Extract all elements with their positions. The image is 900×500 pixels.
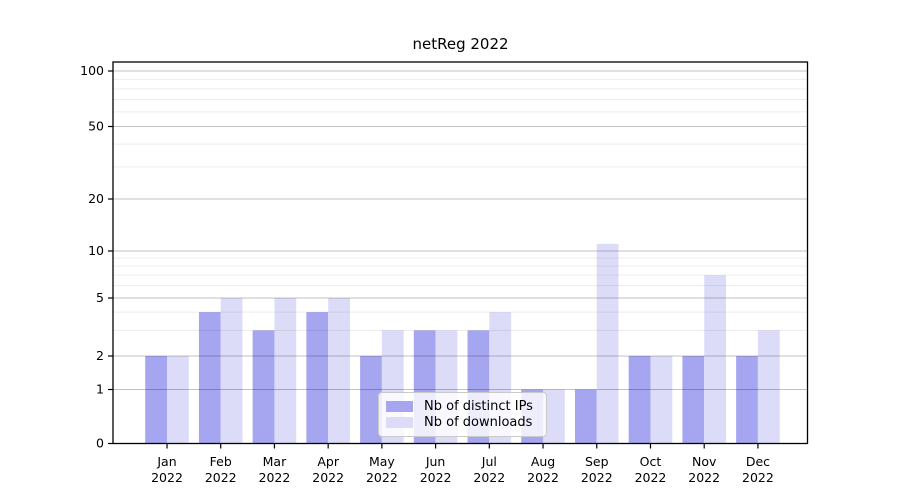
y-tick-label-1: 1 bbox=[96, 382, 104, 397]
legend-swatch-downloads bbox=[386, 417, 413, 429]
bar-downloads-nov bbox=[704, 275, 726, 444]
bar-downloads-mar bbox=[274, 298, 297, 444]
bar-distinct-ips-jan bbox=[145, 356, 167, 444]
bar-distinct-ips-dec bbox=[736, 356, 758, 444]
y-tick-label-50: 50 bbox=[88, 119, 104, 134]
legend-label-distinct-ips: Nb of distinct IPs bbox=[424, 398, 533, 414]
bar-downloads-oct bbox=[650, 356, 673, 444]
x-tick-label-year-sep: 2022 bbox=[581, 470, 613, 485]
y-tick-label-20: 20 bbox=[88, 191, 104, 206]
bar-distinct-ips-sep bbox=[574, 389, 597, 444]
bar-distinct-ips-nov bbox=[682, 356, 705, 444]
y-tick-label-0: 0 bbox=[96, 436, 104, 451]
bar-downloads-apr bbox=[328, 298, 350, 444]
bar-downloads-jan bbox=[167, 356, 189, 444]
legend-label-downloads: Nb of downloads bbox=[424, 415, 533, 431]
x-tick-label-month-mar: Mar bbox=[263, 454, 287, 469]
y-tick-label-2: 2 bbox=[96, 348, 104, 363]
x-tick-label-month-dec: Dec bbox=[746, 454, 770, 469]
x-tick-label-year-may: 2022 bbox=[366, 470, 398, 485]
x-tick-label-year-mar: 2022 bbox=[259, 470, 291, 485]
x-tick-label-year-nov: 2022 bbox=[688, 470, 720, 485]
x-tick-label-month-feb: Feb bbox=[210, 454, 232, 469]
x-tick-label-month-jan: Jan bbox=[156, 454, 176, 469]
plot-frame bbox=[112, 61, 809, 445]
x-tick-label-month-jul: Jul bbox=[481, 454, 497, 469]
legend-swatch-distinct-ips bbox=[386, 400, 413, 412]
bar-distinct-ips-apr bbox=[306, 312, 329, 444]
x-tick-label-year-apr: 2022 bbox=[312, 470, 344, 485]
bar-distinct-ips-oct bbox=[628, 356, 651, 444]
x-tick-label-year-jul: 2022 bbox=[473, 470, 505, 485]
x-tick-label-month-jun: Jun bbox=[425, 454, 446, 469]
bar-distinct-ips-mar bbox=[252, 330, 275, 444]
bar-distinct-ips-may bbox=[360, 356, 382, 444]
chart-title: netReg 2022 bbox=[412, 35, 509, 53]
bar-distinct-ips-feb bbox=[198, 312, 221, 444]
bar-downloads-sep bbox=[596, 243, 619, 444]
x-tick-label-month-oct: Oct bbox=[640, 454, 662, 469]
x-tick-label-year-jun: 2022 bbox=[420, 470, 452, 485]
bar-downloads-aug bbox=[543, 389, 565, 444]
x-tick-label-month-sep: Sep bbox=[585, 454, 609, 469]
y-tick-label-100: 100 bbox=[80, 63, 104, 78]
y-tick-label-10: 10 bbox=[88, 243, 104, 258]
legend: Nb of distinct IPs Nb of downloads bbox=[378, 392, 547, 437]
legend-item-distinct-ips: Nb of distinct IPs bbox=[386, 399, 537, 414]
bar-downloads-feb bbox=[220, 298, 243, 444]
y-tick-label-5: 5 bbox=[96, 290, 104, 305]
x-tick-label-month-apr: Apr bbox=[317, 454, 339, 469]
legend-item-downloads: Nb of downloads bbox=[386, 415, 537, 430]
x-tick-label-year-jan: 2022 bbox=[151, 470, 183, 485]
x-tick-label-month-may: May bbox=[369, 454, 395, 469]
x-tick-label-month-aug: Aug bbox=[531, 454, 555, 469]
x-tick-label-year-aug: 2022 bbox=[527, 470, 559, 485]
x-tick-label-year-feb: 2022 bbox=[205, 470, 237, 485]
x-tick-label-year-oct: 2022 bbox=[635, 470, 667, 485]
bar-downloads-dec bbox=[757, 330, 780, 444]
x-tick-label-year-dec: 2022 bbox=[742, 470, 774, 485]
x-tick-label-month-nov: Nov bbox=[692, 454, 717, 469]
